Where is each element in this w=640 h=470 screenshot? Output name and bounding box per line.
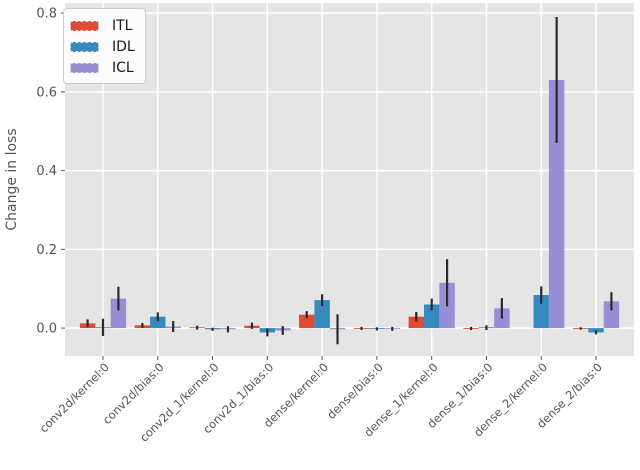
bar-idl-9: [588, 328, 604, 333]
y-tick-label: 0.8: [36, 7, 57, 22]
x-tick-label: conv2d/kernel:0: [37, 360, 112, 435]
legend-swatch-icl: [70, 62, 99, 73]
bar-itl-4: [299, 314, 315, 329]
y-tick-label: 0.2: [36, 243, 57, 258]
legend-label: ICL: [112, 59, 134, 76]
bar-icl-0: [110, 298, 127, 329]
legend-swatch-itl: [70, 20, 99, 31]
bar-icl-8: [548, 80, 565, 329]
legend-item-icl: ICL: [70, 57, 139, 78]
bar-icl-9: [603, 301, 620, 329]
y-tick-label: 0.6: [36, 85, 57, 100]
y-tick-label: 0.4: [36, 164, 57, 179]
bar-idl-1: [150, 316, 166, 329]
y-axis-label: Change in loss: [4, 128, 20, 230]
y-tick-label: 0.0: [36, 322, 57, 337]
x-tick-label: dense/bias:0: [324, 360, 386, 422]
legend-label: ITL: [112, 17, 133, 34]
legend-item-itl: ITL: [70, 15, 139, 36]
bar-idl-8: [533, 295, 549, 329]
legend-item-idl: IDL: [70, 36, 139, 57]
bar-idl-6: [423, 304, 440, 329]
bar-itl-6: [408, 316, 424, 329]
legend-swatch-idl: [70, 41, 99, 52]
bar-idl-4: [314, 300, 330, 329]
legend-label: IDL: [112, 38, 135, 55]
legend: ITL IDL ICL: [63, 8, 146, 84]
